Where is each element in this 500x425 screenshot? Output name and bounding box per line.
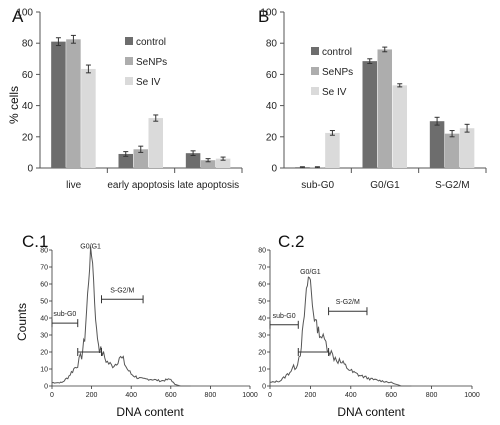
- x-tick-label-a: early apoptosis: [107, 180, 174, 191]
- bar-b-se-iv: [392, 85, 407, 168]
- y-tick-label-c1: 0: [44, 384, 48, 391]
- x-tick-label-b: sub-G0: [301, 180, 334, 191]
- y-tick-label-c1: 10: [40, 367, 48, 374]
- y-tick-label-a: 40: [22, 101, 34, 112]
- bar-a-se-iv: [81, 68, 96, 168]
- x-tick-label-b: S-G2/M: [435, 180, 469, 191]
- x-tick-label-c1: 0: [50, 392, 54, 399]
- annotation-label-c2: sub-G0: [273, 313, 296, 320]
- x-tick-label-c1: 600: [165, 392, 177, 399]
- y-tick-label-a: 20: [22, 132, 34, 143]
- bar-a-control: [118, 153, 133, 168]
- y-tick-label-c1: 40: [40, 316, 48, 323]
- annotation-label-c1: G0/G1: [80, 244, 101, 251]
- x-axis-title-c1: DNA content: [116, 405, 184, 419]
- x-tick-label-c2: 400: [345, 392, 357, 399]
- legend-label-a: Se IV: [136, 77, 161, 88]
- panel-label-b: B: [258, 7, 269, 26]
- legend-swatch-b: [311, 87, 319, 95]
- y-tick-label-c1: 60: [40, 282, 48, 289]
- y-tick-label-c2: 30: [258, 333, 266, 340]
- annotation-label-c1: sub-G0: [53, 311, 76, 318]
- y-tick-label-c2: 20: [258, 350, 266, 357]
- x-tick-label-c1: 800: [205, 392, 217, 399]
- y-tick-label-c1: 50: [40, 299, 48, 306]
- x-tick-label-c1: 1000: [242, 392, 258, 399]
- bar-b-senps: [377, 49, 392, 168]
- bar-a-control: [185, 153, 201, 168]
- legend-label-b: Se IV: [322, 87, 347, 98]
- bar-chart-a: 0 20 40 60 80 100 live early apoptosis late apop…: [16, 8, 243, 191]
- legend-swatch-a: [125, 77, 133, 85]
- bar-b-se-iv: [459, 128, 475, 168]
- annotation-label-c2: S-G2/M: [336, 299, 360, 306]
- legend-swatch-a: [125, 57, 133, 65]
- histogram-line-c1: [51, 246, 191, 387]
- y-tick-label-a: 100: [16, 8, 33, 19]
- legend-swatch-b: [311, 47, 319, 55]
- y-tick-label-c1: 30: [40, 333, 48, 340]
- x-tick-label-c1: 400: [125, 392, 137, 399]
- legend-label-a: control: [136, 37, 166, 48]
- bar-chart-b: 0 20 40 60 80 100 sub-G0 G0/G1 S-G2/M control SeNP…: [260, 8, 487, 191]
- y-tick-label-c2: 70: [258, 265, 266, 272]
- y-tick-label-c1: 70: [40, 265, 48, 272]
- x-tick-label-a: live: [66, 180, 81, 191]
- bar-b-control: [429, 121, 445, 168]
- panel-label-a: A: [12, 7, 24, 26]
- y-tick-label-c1: 80: [40, 248, 48, 255]
- x-tick-label-c2: 800: [426, 392, 438, 399]
- bar-a-senps: [66, 39, 81, 168]
- legend-label-b: SeNPs: [322, 67, 353, 78]
- y-tick-label-c2: 10: [258, 367, 266, 374]
- legend-swatch-b: [311, 67, 319, 75]
- bar-a-senps: [200, 160, 216, 168]
- y-tick-label-c2: 0: [262, 384, 266, 391]
- y-tick-label-c2: 40: [258, 316, 266, 323]
- annotation-label-c1: S-G2/M: [110, 287, 134, 294]
- y-tick-label-a: 0: [27, 164, 33, 175]
- bar-a-senps: [133, 149, 148, 168]
- x-tick-label-c2: 600: [385, 392, 397, 399]
- bar-a-se-iv: [215, 158, 231, 168]
- y-tick-label-c2: 80: [258, 248, 266, 255]
- y-tick-label-a: 80: [22, 39, 34, 50]
- y-axis-title-c1: Counts: [15, 303, 29, 341]
- legend-label-b: control: [322, 47, 352, 58]
- y-tick-label-b: 80: [266, 39, 278, 50]
- x-tick-label-a: late apoptosis: [177, 180, 239, 191]
- y-tick-label-c2: 60: [258, 282, 266, 289]
- y-axis-title-a: % cells: [7, 86, 21, 124]
- bar-b-senps: [444, 133, 460, 168]
- x-tick-label-c2: 200: [305, 392, 317, 399]
- bar-b-se-iv: [325, 132, 340, 168]
- legend-swatch-a: [125, 37, 133, 45]
- y-tick-label-b: 40: [266, 101, 278, 112]
- y-tick-label-b: 100: [260, 8, 277, 19]
- y-tick-label-c2: 50: [258, 299, 266, 306]
- y-tick-label-b: 0: [271, 164, 277, 175]
- x-tick-label-c2: 1000: [464, 392, 480, 399]
- y-tick-label-b: 60: [266, 70, 278, 81]
- histogram-line-c2: [270, 276, 412, 387]
- y-tick-label-b: 20: [266, 132, 278, 143]
- annotation-label-c2: G0/G1: [300, 269, 321, 276]
- bar-a-se-iv: [148, 118, 163, 168]
- x-tick-label-c1: 200: [86, 392, 98, 399]
- y-tick-label-c1: 20: [40, 350, 48, 357]
- x-axis-title-c2: DNA content: [337, 405, 405, 419]
- x-tick-label-c2: 0: [268, 392, 272, 399]
- bar-b-control: [362, 61, 377, 168]
- panel-label-c2: C.2: [278, 232, 304, 251]
- x-tick-label-b: G0/G1: [370, 180, 400, 191]
- y-tick-label-a: 60: [22, 70, 34, 81]
- legend-label-a: SeNPs: [136, 57, 167, 68]
- bar-a-control: [51, 41, 66, 168]
- panel-label-c1: C.1: [22, 232, 48, 251]
